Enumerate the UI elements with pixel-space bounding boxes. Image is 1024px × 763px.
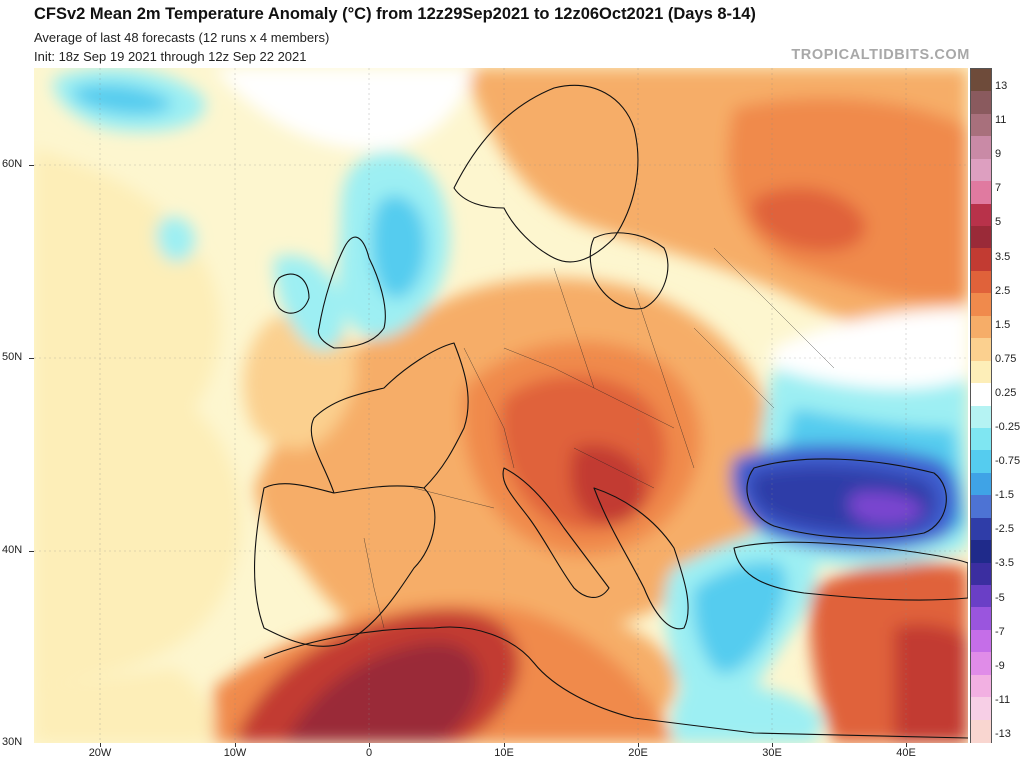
colorbar-tick-label: 7 [995, 182, 1002, 195]
colorbar-segment [971, 360, 991, 384]
chart-header: CFSv2 Mean 2m Temperature Anomaly (°C) f… [0, 0, 1024, 68]
colorbar-segment [971, 113, 991, 137]
colorbar-tick-label: 13 [995, 80, 1008, 92]
colorbar-segment [971, 719, 991, 743]
colorbar-segment [971, 383, 991, 407]
colorbar-tick-label: -13 [995, 727, 1011, 740]
colorbar-segment [971, 338, 991, 362]
temperature-anomaly-colorbar [970, 68, 992, 743]
lon-label-20e: 20E [628, 747, 648, 759]
brand-watermark: TROPICALTIDBITS.COM [791, 47, 970, 63]
colorbar-segment [971, 562, 991, 586]
colorbar-segment [971, 315, 991, 339]
lon-label-40e: 40E [896, 747, 916, 759]
lon-label-30e: 30E [762, 747, 782, 759]
lat-label-50n: 50N [2, 351, 23, 363]
colorbar-tick-label: 9 [995, 148, 1002, 161]
colorbar-tick-label: -11 [995, 693, 1011, 706]
colorbar-tick-label: -2.5 [995, 523, 1014, 536]
colorbar-tick-label: -5 [995, 591, 1005, 604]
colorbar-segment [971, 158, 991, 182]
lon-tick [369, 743, 370, 747]
colorbar-segment [971, 495, 991, 519]
lat-tick [29, 358, 34, 359]
anomaly-field [34, 68, 968, 743]
colorbar-tick-label: -1.5 [995, 489, 1014, 502]
lon-label-10e: 10E [494, 747, 514, 759]
country-borders [363, 247, 835, 629]
colorbar-segment [971, 540, 991, 564]
colorbar-segment [971, 629, 991, 653]
colorbar-segment [971, 69, 991, 93]
colorbar-tick-label: -0.25 [995, 421, 1021, 433]
lat-label-60n: 60N [2, 158, 23, 170]
colorbar-segment [971, 91, 991, 115]
ensemble-description: Average of last 48 forecasts (12 runs x … [34, 30, 330, 45]
colorbar-tick-label: 11 [995, 114, 1007, 127]
colorbar-tick-label: 0.75 [995, 352, 1017, 365]
lon-label-0: 0 [365, 747, 373, 759]
colorbar-segment [971, 652, 991, 676]
colorbar-segment [971, 427, 991, 451]
colorbar-tick-label: 3.5 [995, 250, 1011, 263]
colorbar-tick-label: -0.75 [995, 455, 1021, 468]
colorbar-segment [971, 607, 991, 631]
colorbar-tick-label: -9 [995, 659, 1005, 672]
lat-tick [29, 551, 34, 552]
lon-tick [100, 743, 101, 747]
anomaly-map-canvas [34, 68, 968, 743]
coastlines [254, 84, 968, 739]
colorbar-segment [971, 697, 991, 721]
colorbar-tick-label: 0.25 [995, 386, 1017, 399]
colorbar-segment [971, 472, 991, 496]
colorbar-segment [971, 293, 991, 317]
colorbar-segment [971, 405, 991, 429]
colorbar-tick-label: 1.5 [995, 318, 1011, 331]
colorbar-segment [971, 226, 991, 250]
map-title: CFSv2 Mean 2m Temperature Anomaly (°C) f… [34, 5, 756, 23]
anomaly-map [34, 68, 968, 743]
lon-tick [906, 743, 907, 747]
init-time-range: Init: 18z Sep 19 2021 through 12z Sep 22… [34, 49, 307, 64]
colorbar-segment [971, 270, 991, 294]
lat-label-30n: 30N [2, 736, 23, 748]
colorbar-tick-label: 2.5 [995, 284, 1011, 297]
colorbar-tick-label: 5 [995, 216, 1002, 229]
lon-tick [235, 743, 236, 747]
colorbar-segment [971, 674, 991, 698]
colorbar-tick-label: -3.5 [995, 557, 1014, 570]
lon-tick [638, 743, 639, 747]
colorbar-segment [971, 136, 991, 160]
lon-label-10w: 10W [223, 747, 247, 759]
colorbar-segment [971, 203, 991, 227]
colorbar-segment [971, 450, 991, 474]
colorbar-segment [971, 584, 991, 608]
lon-tick [772, 743, 773, 747]
lat-tick [29, 165, 34, 166]
lat-label-40n: 40N [2, 544, 23, 556]
lon-tick [504, 743, 505, 747]
colorbar-segment [971, 517, 991, 541]
lon-label-20w: 20W [88, 747, 112, 759]
colorbar-tick-label: -7 [995, 625, 1005, 638]
colorbar-segment [971, 248, 991, 272]
colorbar-segment [971, 181, 991, 205]
graticule [34, 68, 968, 743]
